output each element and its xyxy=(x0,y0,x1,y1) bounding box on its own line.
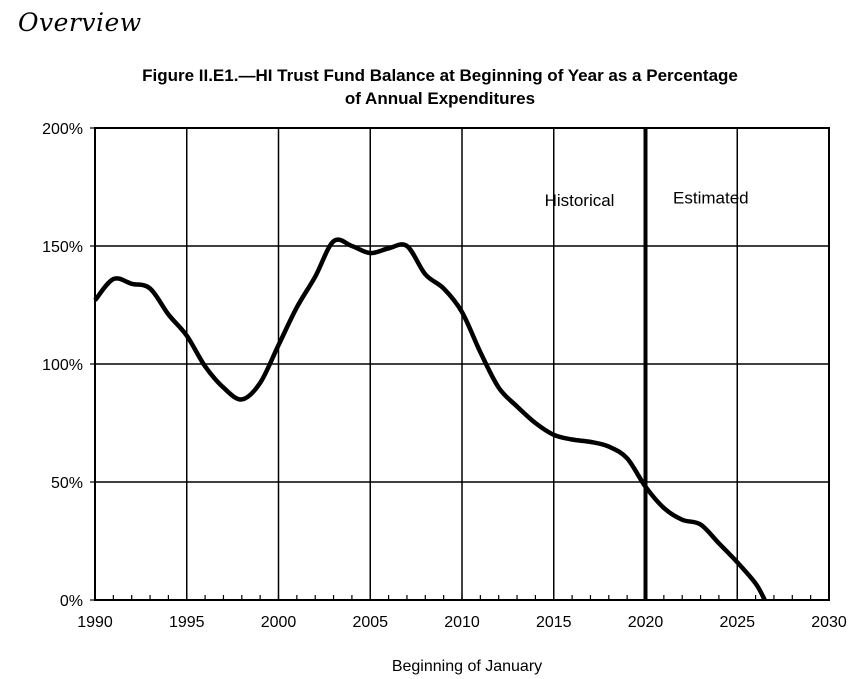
y-tick-label: 200% xyxy=(42,121,83,138)
x-tick-label: 2015 xyxy=(536,614,572,631)
chart-title-line-2: of Annual Expenditures xyxy=(344,89,536,108)
x-tick-label: 1995 xyxy=(169,614,205,631)
y-tick-label: 150% xyxy=(42,239,83,256)
estimated-label: Estimated xyxy=(673,189,749,208)
y-tick-label: 100% xyxy=(42,357,83,374)
x-tick-label: 2000 xyxy=(261,614,297,631)
y-tick-labels: 0% 50% 100% 150% 200% xyxy=(42,121,83,610)
x-tick-label: 2010 xyxy=(444,614,480,631)
chart-title-line-1: Figure II.E1.—HI Trust Fund Balance at B… xyxy=(142,66,738,85)
x-tick-labels: 1990 1995 2000 2005 2010 2015 2020 2025 2030 xyxy=(77,614,847,631)
x-tick-label: 2020 xyxy=(628,614,664,631)
x-tick-label: 1990 xyxy=(77,614,113,631)
section-heading: Overview xyxy=(18,8,142,37)
x-axis-title: Beginning of January xyxy=(392,658,542,675)
x-tick-label: 2005 xyxy=(352,614,388,631)
x-tick-label: 2025 xyxy=(719,614,755,631)
y-tick-label: 50% xyxy=(51,475,83,492)
y-tick-label: 0% xyxy=(60,593,83,610)
balance-series-line xyxy=(93,237,767,602)
x-tick-label: 2030 xyxy=(811,614,847,631)
chart-title: Figure II.E1.—HI Trust Fund Balance at B… xyxy=(40,64,840,110)
plot-frame xyxy=(94,127,830,601)
historical-label: Historical xyxy=(545,191,615,210)
